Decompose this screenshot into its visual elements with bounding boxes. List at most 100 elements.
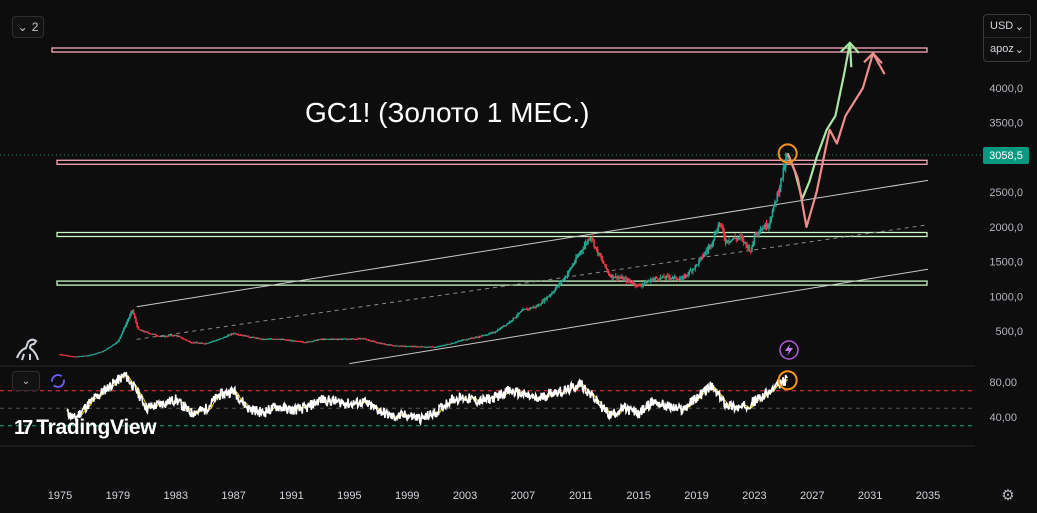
candle-body bbox=[329, 339, 331, 341]
tradingview-logo[interactable]: 17 TradingView bbox=[14, 416, 157, 440]
candle-body bbox=[111, 345, 113, 347]
currency-row[interactable]: USD ⌄ bbox=[984, 15, 1030, 37]
candle-body bbox=[613, 277, 616, 279]
candle-body bbox=[338, 338, 341, 340]
candle-body bbox=[705, 251, 707, 253]
candle-body bbox=[545, 298, 547, 300]
candle-body bbox=[256, 337, 259, 339]
candle-body bbox=[94, 353, 96, 355]
candle-body bbox=[743, 241, 746, 243]
support-1-zone bbox=[56, 231, 928, 238]
candle-body bbox=[686, 274, 688, 276]
candle-body bbox=[271, 338, 273, 340]
candle-body bbox=[564, 276, 566, 280]
candle-body bbox=[168, 335, 171, 337]
candle-body bbox=[64, 354, 66, 356]
price-tick-label: 4000,0 bbox=[989, 83, 1023, 95]
currency-unit-selector[interactable]: USD ⌄ арoz ⌄ bbox=[983, 14, 1031, 62]
candle-body bbox=[413, 346, 416, 348]
candle-body bbox=[183, 338, 185, 340]
candle-body bbox=[170, 335, 172, 337]
candle-body bbox=[407, 346, 410, 348]
candle-body bbox=[162, 335, 165, 337]
gear-icon[interactable]: ⚙ bbox=[1001, 487, 1015, 504]
candle-body bbox=[704, 252, 706, 256]
collapse-panes-button[interactable]: ⌄ 2 bbox=[12, 16, 44, 38]
candle-body bbox=[434, 347, 436, 349]
candle-body bbox=[770, 217, 773, 222]
candle-body bbox=[248, 336, 251, 338]
candle-body bbox=[364, 338, 366, 340]
candle-body bbox=[67, 355, 70, 357]
candle-body bbox=[749, 250, 752, 252]
sync-icon[interactable] bbox=[51, 374, 65, 388]
candle-body bbox=[260, 338, 263, 340]
candle-body bbox=[675, 276, 677, 279]
candle-body bbox=[332, 338, 335, 340]
candle-body bbox=[532, 306, 535, 308]
oscillator-pane-toggle[interactable]: ⌄ bbox=[12, 371, 40, 391]
candle-body bbox=[328, 339, 330, 341]
candle-body bbox=[165, 335, 167, 337]
candle-body bbox=[741, 237, 744, 239]
candle-body bbox=[430, 346, 433, 348]
candle-body bbox=[354, 339, 357, 341]
candle-body bbox=[424, 346, 427, 348]
candle-body bbox=[723, 231, 726, 238]
candle-body bbox=[676, 278, 679, 280]
candle-body bbox=[536, 305, 539, 307]
candle-body bbox=[80, 356, 83, 358]
candle-body bbox=[403, 345, 406, 347]
candle-body bbox=[342, 338, 345, 340]
oscillator-tick-label: 80,00 bbox=[989, 377, 1017, 389]
candle-body bbox=[303, 342, 306, 344]
candle-body bbox=[324, 338, 327, 340]
candle-body bbox=[740, 235, 742, 238]
price-tick-label: 2500,0 bbox=[989, 187, 1023, 199]
candle-body bbox=[281, 339, 283, 341]
time-tick-label: 1987 bbox=[221, 490, 245, 502]
candle-body bbox=[206, 343, 208, 345]
candle-body bbox=[491, 332, 494, 334]
candle-body bbox=[178, 336, 181, 338]
candle-body bbox=[598, 252, 600, 254]
price-tick-label: 500,0 bbox=[995, 326, 1023, 338]
candle-body bbox=[689, 270, 692, 272]
candle-body bbox=[97, 352, 100, 354]
candle-body bbox=[432, 346, 435, 348]
dinosaur-icon[interactable] bbox=[16, 338, 39, 361]
candle-body bbox=[369, 340, 371, 342]
candle-body bbox=[285, 339, 288, 341]
candle-body bbox=[411, 346, 413, 348]
time-tick-label: 1983 bbox=[163, 490, 187, 502]
candle-body bbox=[534, 306, 536, 308]
candle-body bbox=[118, 338, 120, 342]
candle-body bbox=[485, 334, 488, 336]
candle-body bbox=[83, 355, 85, 357]
lightning-icon[interactable] bbox=[779, 340, 799, 360]
candle-body bbox=[349, 338, 352, 340]
candle-body bbox=[442, 345, 445, 347]
candle-body bbox=[590, 237, 593, 239]
candle-body bbox=[240, 334, 242, 336]
candle-body bbox=[307, 341, 310, 343]
candle-body bbox=[730, 239, 733, 242]
candle-body bbox=[207, 342, 210, 344]
candle-body bbox=[96, 352, 99, 354]
candle-body bbox=[331, 338, 334, 340]
candle-body bbox=[313, 340, 316, 342]
candle-body bbox=[92, 354, 95, 356]
candle-body bbox=[190, 342, 193, 344]
candle-body bbox=[783, 167, 786, 169]
candle-body bbox=[672, 276, 675, 278]
candle-body bbox=[143, 331, 146, 333]
price-highlight bbox=[777, 143, 798, 164]
candle-body bbox=[496, 329, 499, 332]
unit-row[interactable]: арoz ⌄ bbox=[984, 37, 1030, 60]
candle-body bbox=[244, 335, 247, 337]
candle-body bbox=[576, 256, 578, 258]
candle-body bbox=[173, 335, 176, 337]
candle-body bbox=[539, 304, 541, 306]
candle-body bbox=[554, 288, 557, 291]
